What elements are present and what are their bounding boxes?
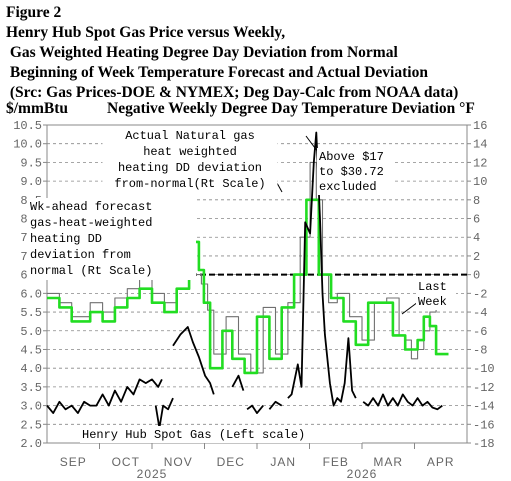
left-tick-label: 6.0 [20, 287, 42, 301]
month-label: OCT [112, 455, 140, 469]
actual-label-line: Actual Natural gas [125, 129, 255, 143]
spot-line-segment [46, 378, 163, 415]
left-tick-label: 9.0 [20, 175, 42, 189]
series [46, 131, 449, 429]
left-tick-label: 10.0 [13, 138, 42, 152]
month-label: APR [427, 455, 455, 469]
month-label: FEB [323, 455, 349, 469]
left-tick-label: 2.0 [20, 437, 42, 451]
annotations: Actual Natural gas heat weighted heating D… [28, 127, 456, 443]
spot-line-segment [154, 397, 174, 429]
right-tick-label: -18 [473, 437, 495, 451]
month-label: SEP [60, 455, 87, 469]
forecast-label-bg [28, 198, 196, 280]
right-tick-label: -14 [473, 400, 495, 414]
month-label: JAN [270, 455, 296, 469]
actual-label-bg [102, 127, 278, 193]
right-axis-title: Negative Weekly Degree Day Temperature D… [107, 100, 475, 117]
actual-label-line: heat weighted [143, 145, 237, 159]
right-tick-label: 8 [473, 194, 480, 208]
chart-title-line-2: Gas Weighted Heating Degree Day Deviatio… [6, 44, 398, 61]
last-week-label-line: Last [418, 280, 447, 294]
right-tick-label: -4 [473, 306, 487, 320]
chart-heading: Figure 2 Henry Hub Spot Gas Price versus… [6, 3, 511, 103]
spot-line-segment [362, 393, 443, 411]
forecast-label-line: normal (Rt Scale) [30, 264, 152, 278]
right-tick-label: -10 [473, 362, 495, 376]
spot-line-segment [231, 374, 245, 391]
left-tick-label: 10.5 [13, 119, 42, 133]
above-label-bg [317, 148, 393, 195]
right-tick-label: 0 [473, 269, 480, 283]
chart-title-line-4: (Src: Gas Prices-DOE & NYMEX; Deg Day-Ca… [6, 84, 459, 101]
left-tick-label: 9.5 [20, 156, 42, 170]
right-tick-label: -8 [473, 343, 487, 357]
spot-series [46, 131, 443, 429]
forecast-label-line: gas-heat-weighted [30, 216, 152, 230]
right-tick-label: -16 [473, 418, 495, 432]
above-label-line: Above $17 [319, 150, 384, 164]
chart-title-line-1: Henry Hub Spot Gas Price versus Weekly, [6, 24, 286, 41]
left-tick-label: 3.5 [20, 381, 42, 395]
right-tick-label: 4 [473, 231, 480, 245]
right-tick-label: 14 [473, 138, 487, 152]
last-week-label-bg [416, 278, 456, 310]
right-tick-label: 12 [473, 156, 487, 170]
right-axis-ticks: -18 -16 -14 -12 -10 -8 -6 -4 -2 0 2 4 6 8 10 12 14 16 [467, 119, 495, 451]
forecast-label-line: Wk-ahead forecast [30, 200, 152, 214]
right-tick-label: -2 [473, 287, 487, 301]
left-tick-label: 5.5 [20, 306, 42, 320]
above-label-arrow [305, 135, 319, 153]
left-tick-label: 2.5 [20, 418, 42, 432]
left-tick-label: 4.5 [20, 343, 42, 357]
above-label-line: excluded [319, 180, 377, 194]
last-week-label-line: Week [418, 295, 447, 309]
x-axis-months: SEP OCT NOV DEC JAN FEB MAR APR 2025 2026 [60, 443, 455, 481]
month-label: DEC [217, 455, 245, 469]
month-label: NOV [164, 455, 193, 469]
forecast-label-line: deviation from [30, 248, 131, 262]
month-label: MAR [373, 455, 403, 469]
spot-line-segment [172, 326, 215, 395]
year-label: 2025 [137, 467, 168, 481]
left-tick-label: 4.0 [20, 362, 42, 376]
actual-label-line: from-normal(Rt Scale) [114, 177, 265, 191]
year-label: 2026 [347, 467, 378, 481]
forecast-series [47, 198, 449, 375]
above-label-line: to $30.72 [319, 165, 384, 179]
left-tick-label: 5.0 [20, 325, 42, 339]
last-week-arrow [401, 301, 419, 315]
spot-line-segment [246, 404, 264, 415]
actual-label-line: heating DD deviation [118, 161, 262, 175]
right-tick-label: 16 [473, 119, 487, 133]
right-tick-label: -6 [473, 325, 487, 339]
right-tick-label: 10 [473, 175, 487, 189]
chart-title-line-3: Beginning of Week Temperature Forecast a… [6, 64, 428, 81]
spot-line-segment [268, 400, 283, 410]
spot-label-line: Henry Hub Spot Gas (Left scale) [82, 428, 305, 442]
forecast-line-segment [47, 198, 449, 375]
spot-line-segment [287, 131, 357, 407]
right-tick-label: -12 [473, 381, 495, 395]
left-axis-title: $/mmBtu [6, 100, 68, 117]
left-axis-ticks: 2.02.53.03.54.04.55.05.56.06.57.07.58.08… [13, 119, 47, 451]
right-tick-label: 6 [473, 213, 480, 227]
left-tick-label: 3.0 [20, 400, 42, 414]
right-tick-label: 2 [473, 250, 480, 264]
spot-label-bg [80, 426, 362, 443]
figure-label: Figure 2 [6, 4, 62, 21]
forecast-label-line: heating DD [30, 232, 102, 246]
